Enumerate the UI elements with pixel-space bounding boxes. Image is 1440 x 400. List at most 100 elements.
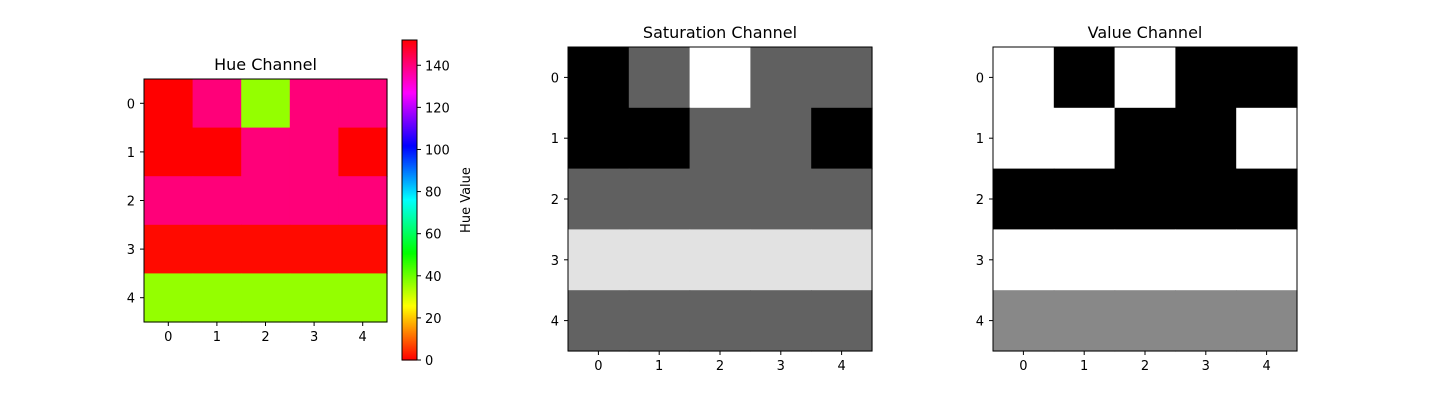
heatmap-cell <box>811 290 873 352</box>
colorbar-segment <box>402 340 417 343</box>
colorbar-segment <box>402 124 417 127</box>
colorbar-segment <box>402 200 417 203</box>
heatmap-cell <box>811 168 873 230</box>
colorbar-segment <box>402 308 417 311</box>
colorbar-segment <box>402 66 417 69</box>
chart-title: Hue Channel <box>214 55 317 74</box>
heatmap-cell <box>568 168 630 230</box>
colorbar-segment <box>402 322 417 325</box>
colorbar-segment <box>402 232 417 235</box>
colorbar-segment <box>402 44 417 47</box>
x-tick-label: 4 <box>837 359 845 374</box>
colorbar-segment <box>402 316 417 319</box>
heatmap-cell <box>689 290 751 352</box>
colorbar-segment <box>402 214 417 217</box>
colorbar-segment <box>402 286 417 289</box>
colorbar-segment <box>402 252 417 255</box>
heatmap-cell <box>993 290 1055 352</box>
colorbar-tick-label: 80 <box>425 186 442 201</box>
colorbar: 0 20 40 60 80 100 120 140 Hue Value <box>401 39 474 369</box>
colorbar-segment <box>402 274 417 277</box>
colorbar-segment <box>402 90 417 93</box>
chart-title: Saturation Channel <box>643 23 797 42</box>
heatmap-cell <box>568 229 630 291</box>
heatmap-cell <box>628 107 691 170</box>
colorbar-segment <box>402 148 417 151</box>
colorbar-segment <box>402 344 417 347</box>
colorbar-segment <box>402 164 417 167</box>
colorbar-segment <box>402 58 417 61</box>
y-tick-label: 3 <box>127 243 135 258</box>
y-tick-label: 2 <box>976 193 984 208</box>
heatmap-cell <box>289 127 339 177</box>
colorbar-segment <box>402 240 417 243</box>
colorbar-segment <box>402 212 417 215</box>
colorbar-segment <box>402 116 417 119</box>
x-tick-label: 2 <box>1141 359 1149 374</box>
colorbar-segment <box>402 112 417 115</box>
colorbar-segment <box>402 236 417 239</box>
colorbar-segment <box>402 320 417 323</box>
colorbar-segment <box>402 160 417 163</box>
heatmap-cell <box>1114 290 1176 352</box>
colorbar-segment <box>402 46 417 49</box>
heatmap-cell <box>1175 47 1237 109</box>
colorbar-segment <box>402 328 417 331</box>
y-tick-label: 1 <box>976 132 984 147</box>
colorbar-segment <box>402 130 417 133</box>
colorbar-segment <box>402 284 417 287</box>
colorbar-segment <box>402 246 417 249</box>
colorbar-segment <box>402 86 417 89</box>
colorbar-segment <box>402 342 417 345</box>
colorbar-segment <box>402 350 417 353</box>
heatmap-cell <box>628 168 691 230</box>
heatmap-cell <box>750 290 812 352</box>
colorbar-segment <box>402 332 417 335</box>
colorbar-segment <box>402 186 417 189</box>
heatmap-cell <box>241 79 291 129</box>
heatmap-cell <box>1175 168 1237 230</box>
colorbar-segment <box>402 326 417 329</box>
colorbar-segment <box>402 192 417 195</box>
heatmap-cell <box>241 273 291 323</box>
colorbar-segment <box>402 314 417 317</box>
heatmap-cell <box>1236 107 1298 170</box>
colorbar-segment <box>402 110 417 113</box>
heatmap-cell <box>689 229 751 291</box>
heatmap-cell <box>689 168 751 230</box>
colorbar-segment <box>402 176 417 179</box>
x-tick-label: 3 <box>1202 359 1210 374</box>
colorbar-tick-label: 20 <box>425 312 442 327</box>
heatmap-cell <box>993 168 1055 230</box>
colorbar-segment <box>402 70 417 73</box>
colorbar-segment <box>402 54 417 57</box>
colorbar-segment <box>402 334 417 337</box>
heatmap-cell <box>1236 229 1298 291</box>
heatmap-cell <box>1053 107 1116 170</box>
heatmap-cell <box>338 224 388 274</box>
colorbar-segment <box>402 204 417 207</box>
colorbar-segment <box>402 280 417 283</box>
colorbar-segment <box>402 170 417 173</box>
colorbar-segment <box>402 180 417 183</box>
colorbar-tick-label: 120 <box>425 101 450 116</box>
colorbar-segment <box>402 290 417 293</box>
colorbar-tick-label: 40 <box>425 270 442 285</box>
y-tick-label: 0 <box>976 71 984 86</box>
y-tick-label: 1 <box>551 132 559 147</box>
colorbar-segment <box>402 208 417 211</box>
colorbar-segment <box>402 128 417 131</box>
colorbar-segment <box>402 190 417 193</box>
heatmap-panel-1: Saturation Channel 0 1 2 3 4 0 1 2 3 4 <box>551 23 873 374</box>
heatmap-cell <box>144 176 194 226</box>
colorbar-segment <box>402 150 417 153</box>
colorbar-segment <box>402 78 417 81</box>
heatmap-cell <box>1053 47 1116 109</box>
colorbar-segment <box>402 222 417 225</box>
colorbar-segment <box>402 136 417 139</box>
x-tick-label: 0 <box>164 330 172 345</box>
colorbar-segment <box>402 138 417 141</box>
heatmap-cell <box>568 290 630 352</box>
colorbar-segment <box>402 168 417 171</box>
